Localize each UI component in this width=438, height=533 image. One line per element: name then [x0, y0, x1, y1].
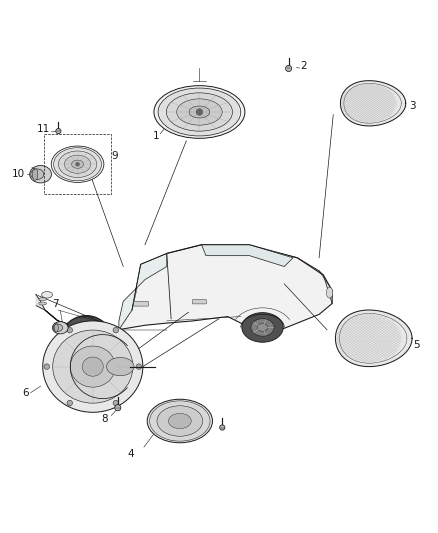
Ellipse shape: [158, 88, 241, 136]
Text: 11: 11: [36, 124, 50, 134]
Ellipse shape: [53, 330, 133, 403]
Text: 1: 1: [152, 131, 159, 141]
Ellipse shape: [154, 86, 245, 139]
Circle shape: [219, 425, 225, 430]
Ellipse shape: [106, 358, 134, 376]
Circle shape: [67, 400, 73, 406]
Circle shape: [286, 66, 292, 71]
Text: 4: 4: [127, 449, 134, 458]
Polygon shape: [36, 295, 45, 310]
Ellipse shape: [53, 324, 63, 332]
Circle shape: [113, 400, 119, 406]
Circle shape: [196, 109, 203, 115]
Circle shape: [113, 327, 119, 333]
Polygon shape: [36, 245, 332, 332]
Ellipse shape: [147, 399, 212, 443]
Ellipse shape: [242, 313, 283, 342]
Circle shape: [136, 364, 141, 369]
Ellipse shape: [42, 292, 53, 298]
Ellipse shape: [64, 155, 91, 173]
Text: 8: 8: [102, 414, 108, 424]
Text: 3: 3: [410, 101, 416, 111]
Polygon shape: [340, 80, 406, 126]
FancyBboxPatch shape: [134, 301, 148, 306]
Circle shape: [56, 128, 61, 134]
Ellipse shape: [166, 93, 233, 131]
Ellipse shape: [168, 414, 191, 429]
Text: 6: 6: [22, 387, 28, 398]
Ellipse shape: [251, 319, 274, 336]
Ellipse shape: [43, 321, 143, 413]
Circle shape: [76, 163, 79, 166]
Circle shape: [115, 405, 121, 411]
Ellipse shape: [81, 326, 91, 333]
Text: 10: 10: [12, 169, 25, 179]
Text: 7: 7: [53, 299, 59, 309]
Ellipse shape: [39, 297, 47, 301]
Ellipse shape: [54, 324, 58, 332]
Ellipse shape: [39, 302, 47, 305]
FancyBboxPatch shape: [192, 300, 206, 304]
Ellipse shape: [53, 148, 102, 181]
Circle shape: [67, 327, 73, 333]
Text: 5: 5: [413, 340, 420, 350]
Ellipse shape: [189, 106, 210, 118]
Ellipse shape: [150, 401, 210, 441]
Ellipse shape: [177, 99, 222, 125]
Ellipse shape: [71, 160, 84, 168]
Ellipse shape: [75, 321, 97, 338]
Ellipse shape: [58, 151, 97, 177]
Ellipse shape: [31, 169, 44, 180]
Ellipse shape: [32, 168, 38, 180]
Polygon shape: [119, 254, 167, 329]
Text: 9: 9: [111, 151, 118, 161]
Ellipse shape: [70, 346, 115, 387]
Text: 2: 2: [300, 61, 307, 71]
Ellipse shape: [53, 321, 68, 334]
Ellipse shape: [82, 357, 103, 376]
Polygon shape: [336, 310, 412, 367]
Ellipse shape: [51, 146, 104, 182]
Ellipse shape: [257, 324, 268, 332]
Ellipse shape: [326, 287, 333, 298]
Polygon shape: [201, 245, 293, 266]
Ellipse shape: [157, 406, 203, 436]
Ellipse shape: [30, 166, 51, 183]
Circle shape: [44, 364, 49, 369]
Ellipse shape: [67, 316, 106, 344]
